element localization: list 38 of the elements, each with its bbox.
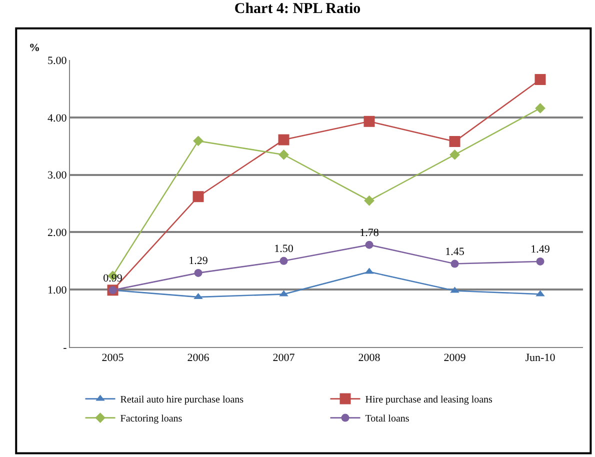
legend-label: Total loans (365, 414, 410, 425)
data-label: 1.45 (445, 246, 465, 258)
x-tick-label: 2006 (187, 352, 210, 364)
point (450, 150, 460, 160)
data-label: 1.78 (360, 227, 380, 240)
data-label: 1.49 (530, 244, 550, 256)
x-tick-label: 2005 (102, 352, 124, 364)
chart-title: Chart 4: NPL Ratio (234, 0, 361, 17)
point (278, 134, 290, 146)
x-tick-label: 2007 (272, 352, 296, 364)
point (535, 103, 546, 114)
point (192, 191, 204, 202)
legend-label: Retail auto hire purchase loans (120, 394, 244, 406)
y-axis-title: % (29, 42, 40, 54)
point (364, 195, 374, 206)
y-tick-label: 4.00 (48, 112, 68, 124)
y-tick-label: 5.00 (48, 54, 68, 67)
point (449, 136, 460, 148)
x-tick-label: 2009 (444, 352, 466, 364)
point (364, 116, 375, 127)
y-tick-label: - (63, 342, 68, 354)
point (280, 256, 288, 265)
y-tick-label: 3.00 (48, 170, 68, 182)
x-tick-label: 2008 (358, 352, 381, 364)
point (534, 74, 546, 86)
x-tick-label: Jun-10 (525, 352, 556, 364)
legend-label: Factoring loans (120, 414, 182, 425)
y-tick-label: 2.00 (48, 227, 68, 240)
point (536, 257, 544, 266)
y-tick-label: 1.00 (48, 284, 68, 296)
data-label: 1.29 (188, 255, 208, 268)
point (450, 260, 459, 268)
point (278, 150, 289, 160)
point (194, 268, 202, 277)
legend-label: Hire purchase and leasing loans (365, 394, 493, 406)
point (193, 136, 204, 146)
point (365, 240, 374, 249)
data-label: 1.50 (274, 243, 294, 256)
